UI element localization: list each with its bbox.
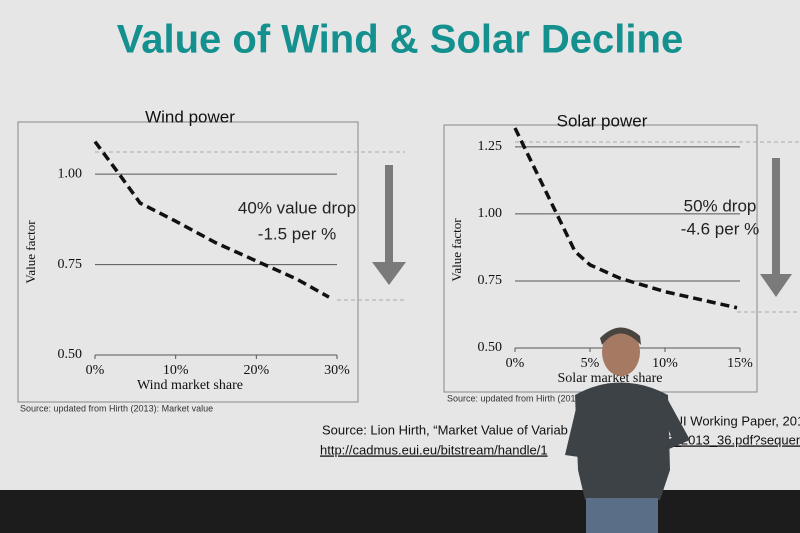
charts: Wind power 0.50 0.75 1.00 0% 10% 20% 30% Wind ma… <box>20 107 759 413</box>
annotation: 40% value drop <box>238 198 356 217</box>
x-axis-label: Wind market share <box>137 378 243 393</box>
x-tick-label: 15% <box>727 356 753 371</box>
chart-title: Wind power <box>145 107 235 126</box>
annotation: 50% drop <box>684 196 757 215</box>
x-tick-label: 30% <box>324 363 350 378</box>
data-line <box>513 127 738 310</box>
footer-source: Source: Lion Hirth, “Market Value of Var… <box>322 422 568 437</box>
y-axis-label: Value factor <box>23 220 38 284</box>
x-tick-label: 0% <box>506 356 525 371</box>
y-axis-label: Value factor <box>449 218 464 282</box>
reference-line <box>95 141 800 313</box>
presenter <box>565 327 690 533</box>
chart-frame <box>17 121 359 403</box>
footer-url: S_2013_36.pdf?sequence <box>665 432 800 447</box>
chart-source: Source: updated from Hirth (2013): Marke… <box>20 403 213 413</box>
y-tick-label: 1.00 <box>478 206 503 221</box>
drop-arrow <box>372 158 792 297</box>
y-tick-label: 0.50 <box>478 340 503 355</box>
chart-source: Source: updated from Hirth (2015) <box>447 393 584 403</box>
data-line <box>93 140 330 299</box>
y-tick-label: 1.25 <box>478 139 503 154</box>
footer-source: EUI Working Paper, 2013 <box>665 413 800 428</box>
y-tick-label: 0.75 <box>58 257 83 272</box>
x-tick-label: 10% <box>163 363 189 378</box>
x-tick-label: 5% <box>581 356 600 371</box>
x-tick-label: 10% <box>652 356 678 371</box>
x-tick-label: 0% <box>86 363 105 378</box>
y-tick-label: 0.50 <box>58 347 83 362</box>
annotation: -1.5 per % <box>258 224 336 243</box>
x-axis-label: Solar market share <box>558 371 663 386</box>
y-tick-label: 1.00 <box>58 166 83 181</box>
annotation: -4.6 per % <box>681 219 759 238</box>
y-tick-label: 0.75 <box>478 273 503 288</box>
stage <box>0 490 800 533</box>
slide-title: Value of Wind & Solar Decline <box>117 18 683 62</box>
chart-title: Solar power <box>557 111 648 130</box>
footer-url: http://cadmus.eui.eu/bitstream/handle/1 <box>320 442 548 457</box>
x-tick-label: 20% <box>243 363 269 378</box>
